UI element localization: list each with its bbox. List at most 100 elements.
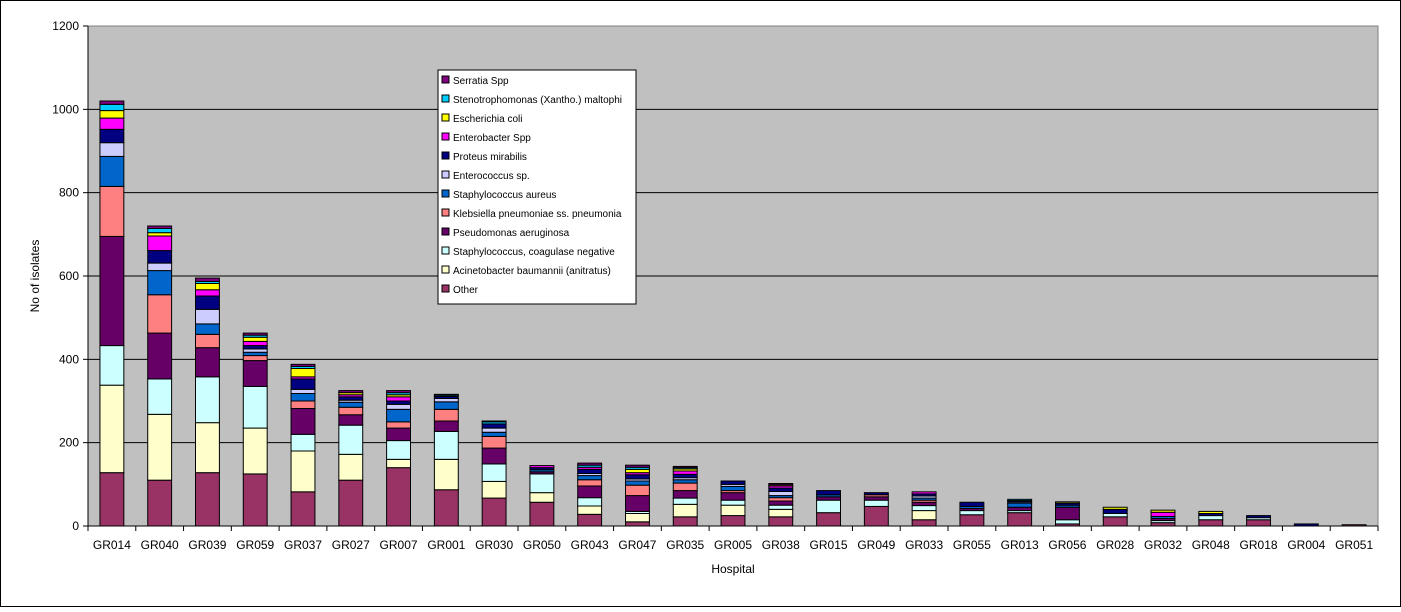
bars <box>99 100 1367 527</box>
bar-segment <box>99 100 125 105</box>
bar-segment <box>386 467 412 527</box>
y-axis-title: No of isolates <box>28 240 42 313</box>
x-tick-label: GR032 <box>1144 538 1182 552</box>
bar-segment <box>1102 508 1128 515</box>
bar-segment <box>290 408 316 435</box>
bar-segment <box>433 408 459 422</box>
legend-label: Enterobacter Spp <box>453 133 531 144</box>
legend-swatch <box>441 94 450 103</box>
x-tick-label: GR013 <box>1001 538 1039 552</box>
bar-segment <box>672 479 698 484</box>
bar-segment <box>290 363 316 367</box>
bar-segment <box>242 332 268 336</box>
bar-segment <box>195 295 220 310</box>
bar-segment <box>290 400 316 409</box>
bar-segment <box>481 463 507 482</box>
bar-segment <box>433 401 459 410</box>
x-tick-label: GR005 <box>714 538 752 552</box>
bar-segment <box>147 294 173 334</box>
bar-segment <box>625 484 650 497</box>
bar-segment <box>147 332 173 380</box>
bar-segment <box>242 355 268 362</box>
bar-segment <box>195 422 220 474</box>
bar-segment <box>481 427 507 433</box>
bar-segment <box>816 512 841 527</box>
y-tick-label: 600 <box>59 269 79 283</box>
bar-segment <box>99 128 125 144</box>
y-tick-label: 1000 <box>52 102 79 116</box>
bar-segment <box>625 464 650 468</box>
bar-segment <box>99 103 125 112</box>
x-tick-label: GR051 <box>1335 538 1373 552</box>
bar-segment <box>577 475 603 481</box>
y-tick-label: 400 <box>59 352 79 366</box>
bar-segment <box>386 396 412 402</box>
x-tick-label: GR035 <box>666 538 704 552</box>
bar-segment <box>386 408 412 423</box>
bar-segment <box>433 430 459 460</box>
bar-segment <box>577 497 603 507</box>
x-tick-label: GR049 <box>857 538 895 552</box>
legend-box <box>437 69 637 305</box>
bar-segment <box>911 491 937 495</box>
bar-segment <box>577 513 603 527</box>
bar-segment <box>577 468 603 475</box>
legend-label: Acinetobacter baumannii (anitratus) <box>453 266 611 277</box>
bar-segment <box>911 501 937 507</box>
bar-segment <box>672 482 698 492</box>
bar-segment <box>147 270 173 296</box>
x-tick-label: GR040 <box>141 538 179 552</box>
legend-label: Staphylococcus aureus <box>453 190 556 201</box>
bar-segment <box>529 473 555 494</box>
bar-segment <box>99 185 125 237</box>
bar-segment <box>290 388 316 395</box>
bar-segment <box>577 485 603 499</box>
x-tick-label: GR047 <box>618 538 656 552</box>
legend-label: Pseudomonas aeruginosa <box>453 228 570 239</box>
bar-segment <box>1055 519 1080 525</box>
bar-segment <box>1102 516 1128 527</box>
bar-segment <box>625 474 650 480</box>
bar-segment <box>1198 515 1224 521</box>
bar-segment <box>816 499 841 514</box>
legend-swatch <box>441 132 450 141</box>
bar-segment <box>1246 515 1271 519</box>
bar-segment <box>433 393 459 396</box>
bar-segment <box>720 515 746 527</box>
bar-segment <box>1007 502 1033 508</box>
legend-swatch <box>441 208 450 217</box>
bar-segment <box>529 501 555 527</box>
legend-swatch <box>441 265 450 274</box>
bar-segment <box>242 473 268 527</box>
bar-segment <box>290 450 316 493</box>
legend-label: Staphylococcus, coagulase negative <box>453 247 615 258</box>
legend-swatch <box>441 75 450 84</box>
bar-segment <box>911 510 937 521</box>
bar-segment <box>386 390 412 394</box>
bar-segment <box>195 283 220 291</box>
bar-segment <box>99 472 125 527</box>
bar-segment <box>290 368 316 378</box>
bar-segment <box>338 396 364 401</box>
bar-segment <box>147 262 173 272</box>
bar-segment <box>242 340 268 347</box>
bar-segment <box>386 427 412 442</box>
legend-label: Escherichia coli <box>453 114 522 125</box>
bar-segment <box>672 516 698 527</box>
legend-swatch <box>441 284 450 293</box>
bar-segment <box>433 398 459 403</box>
bar-segment <box>99 235 125 347</box>
bar-segment <box>672 470 698 475</box>
bar-segment <box>720 499 746 506</box>
bar-segment <box>720 492 746 501</box>
bar-segment <box>433 489 459 527</box>
bar-segment <box>386 440 412 460</box>
bar-segment <box>99 384 125 474</box>
bar-segment <box>242 336 268 342</box>
bar-segment <box>959 514 985 527</box>
bar-segment <box>720 504 746 517</box>
legend-swatch <box>441 189 450 198</box>
x-axis-title: Hospital <box>711 562 754 576</box>
bar-segment <box>195 347 220 378</box>
